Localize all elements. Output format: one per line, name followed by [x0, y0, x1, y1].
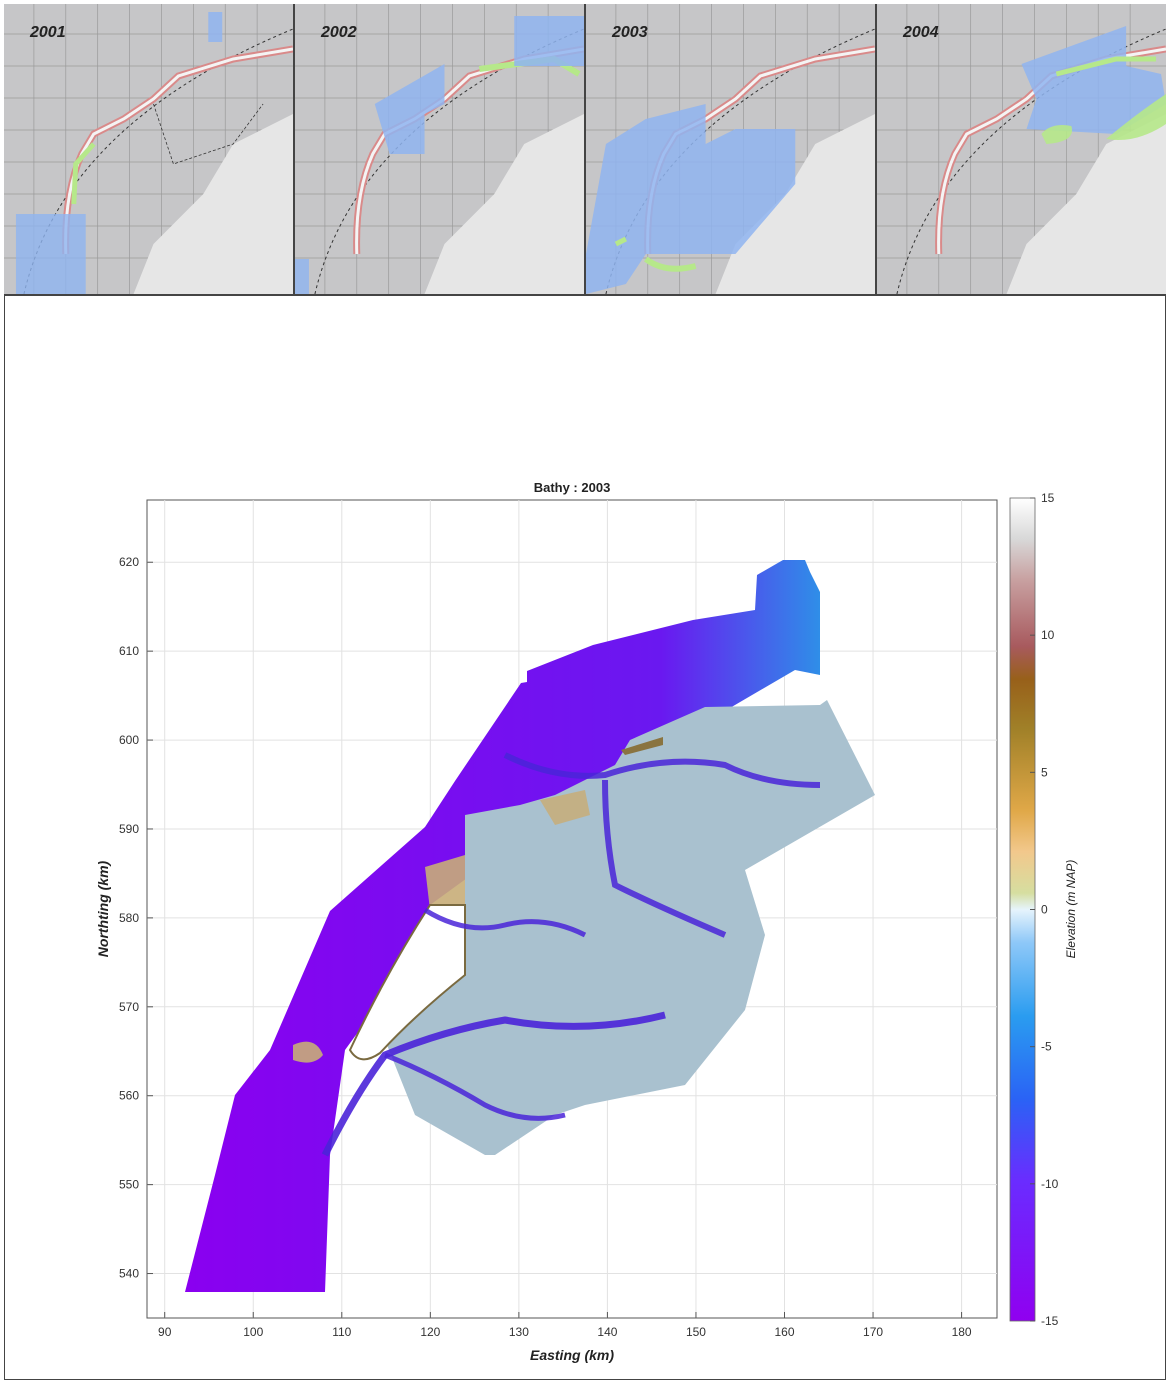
chart-title: Bathy : 2003	[534, 480, 611, 495]
panel-year-label: 2004	[903, 24, 939, 41]
channel-north	[503, 752, 821, 788]
x-tick-label: 100	[243, 1325, 263, 1339]
y-tick-label: 550	[119, 1178, 139, 1192]
channel-central	[602, 779, 727, 938]
coverage-map-2003	[586, 4, 875, 294]
y-tick-label: 600	[119, 733, 139, 747]
x-tick-label: 130	[509, 1325, 529, 1339]
colorbar-tick-label: -10	[1041, 1177, 1059, 1191]
colorbar-tick-label: -5	[1041, 1040, 1052, 1054]
panel-year-label: 2001	[30, 24, 66, 41]
x-tick-label: 120	[420, 1325, 440, 1339]
x-tick-label: 140	[597, 1325, 617, 1339]
colorbar-tick-label: -15	[1041, 1314, 1059, 1328]
bathymetry-surface	[185, 560, 875, 1292]
survey-coverage-strip: 2001 2002	[4, 4, 1166, 296]
panel-year-label: 2002	[321, 24, 357, 41]
barrier-island	[348, 904, 466, 1061]
y-tick-label: 560	[119, 1089, 139, 1103]
channel-south	[321, 1011, 666, 1157]
sand-shoal-1	[425, 855, 465, 910]
colorbar-tick-label: 5	[1041, 765, 1048, 779]
mainland-strip	[621, 737, 663, 755]
colorbar-tick-label: 15	[1041, 491, 1055, 505]
y-tick-label: 580	[119, 911, 139, 925]
colorbar-label: Elevation (m NAP)	[1064, 860, 1078, 959]
colorbar-ticks: -15 -10 -5 0 5 10 15	[1030, 491, 1059, 1328]
inner-tidal-flats	[385, 700, 875, 1155]
x-tick-label: 170	[863, 1325, 883, 1339]
coverage-map-2001	[4, 4, 293, 294]
sand-shoal-2	[293, 1041, 323, 1063]
coverage-panel-2002: 2002	[295, 4, 586, 294]
bathymetry-plot: Bathy : 2003 90 100 110 120 130 140 150 160 170 1…	[95, 480, 1078, 1363]
coverage-panel-2004: 2004	[877, 4, 1166, 294]
coverage-map-2002	[295, 4, 584, 294]
channel-south-branch	[384, 1052, 566, 1121]
coverage-panel-2003: 2003	[586, 4, 877, 294]
colorbar-tick-label: 10	[1041, 628, 1055, 642]
y-axis-label: Northting (km)	[95, 860, 111, 957]
y-tick-label: 570	[119, 1000, 139, 1014]
x-tick-label: 150	[686, 1325, 706, 1339]
x-tick-label: 110	[332, 1325, 351, 1339]
x-tick-label: 180	[952, 1325, 972, 1339]
coverage-panel-2001: 2001	[4, 4, 295, 294]
coverage-map-2004	[877, 4, 1166, 294]
y-tick-label: 590	[119, 822, 139, 836]
y-tick-label: 610	[119, 644, 139, 658]
sand-shoal-3	[540, 790, 590, 825]
panel-year-label: 2003	[612, 24, 648, 41]
x-tick-label: 90	[158, 1325, 172, 1339]
x-axis-ticks: 90 100 110 120 130 140 150 160 170 180	[158, 1312, 972, 1339]
bathymetry-chart: Bathy : 2003 90 100 110 120 130 140 150 160 170 1…	[85, 455, 1090, 1380]
y-tick-label: 620	[119, 555, 139, 569]
x-axis-label: Easting (km)	[530, 1347, 614, 1363]
colorbar-tick-label: 0	[1041, 903, 1048, 917]
y-tick-label: 540	[119, 1267, 139, 1281]
channel-west	[423, 907, 587, 938]
x-tick-label: 160	[774, 1325, 794, 1339]
y-axis-ticks: 540 550 560 570 580 590 600 610 620	[119, 555, 153, 1281]
